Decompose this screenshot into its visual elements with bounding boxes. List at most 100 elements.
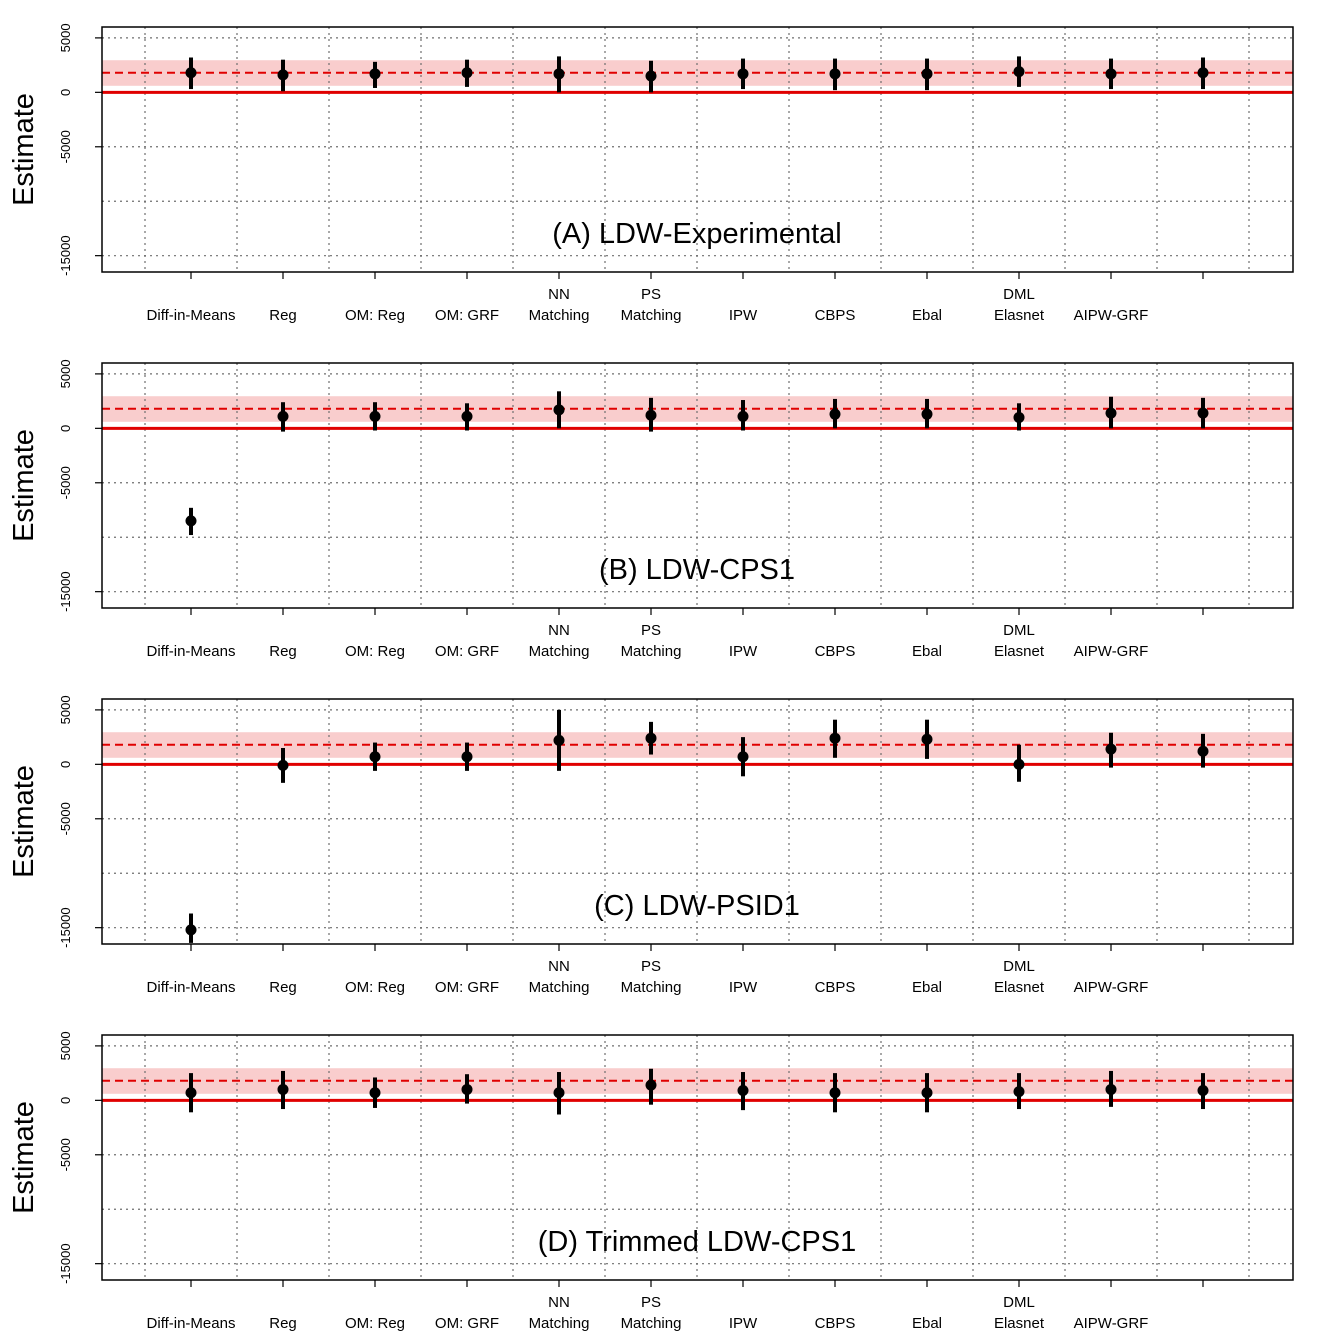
y-tick-label: -5000 [58, 466, 73, 499]
y-tick-label: 5000 [58, 1031, 73, 1060]
x-tick-label: Elasnet [994, 643, 1045, 660]
panel-title: (D) Trimmed LDW-CPS1 [538, 1226, 857, 1258]
x-tick-label: OM: Reg [345, 979, 405, 996]
estimate-point [737, 68, 749, 80]
estimate-point [553, 404, 565, 416]
estimate-point [645, 732, 657, 744]
y-axis-title: Estimate [8, 1101, 40, 1214]
panel-4: 5000 0 -5000 -15000 Estimate Diff-in-Means Reg… [8, 1031, 1294, 1332]
x-tick-label: AIPW-GRF [1074, 979, 1149, 996]
x-tick-label: Matching [529, 307, 590, 324]
x-tick-label: Matching [621, 979, 682, 996]
plot-frame [101, 1034, 1294, 1281]
x-tick-label-line1: PS [641, 958, 661, 975]
x-tick-label: Reg [269, 643, 297, 660]
x-tick-label-line1: DML [1003, 1294, 1035, 1311]
x-tick-label-line1: PS [641, 286, 661, 303]
plot-frame [101, 362, 1294, 609]
x-tick-label: Matching [529, 1315, 590, 1332]
estimate-point [277, 1083, 289, 1095]
x-tick-label: Matching [621, 307, 682, 324]
estimate-point [185, 1087, 197, 1099]
x-tick-label: Ebal [912, 979, 942, 996]
x-tick-label-line1: NN [548, 286, 570, 303]
x-tick-label: Diff-in-Means [147, 979, 236, 996]
estimate-point [553, 68, 565, 80]
estimate-point [185, 515, 197, 527]
x-tick-label: Diff-in-Means [147, 307, 236, 324]
x-tick-label: Matching [621, 1315, 682, 1332]
x-tick-label: Elasnet [994, 1315, 1045, 1332]
estimate-point [461, 410, 473, 422]
x-tick-label: Ebal [912, 1315, 942, 1332]
x-tick-label: IPW [729, 643, 758, 660]
estimate-point [185, 924, 197, 936]
estimate-point [921, 68, 933, 80]
estimate-point [1197, 67, 1209, 79]
y-axis-title: Estimate [8, 93, 40, 206]
plot-area [102, 27, 1293, 272]
x-tick-label-line1: DML [1003, 622, 1035, 639]
estimate-point [921, 733, 933, 745]
plot-frame [101, 698, 1294, 945]
x-tick-label: OM: Reg [345, 1315, 405, 1332]
y-tick-label: 5000 [58, 23, 73, 52]
x-tick-label: OM: Reg [345, 643, 405, 660]
y-tick-label: 0 [58, 761, 73, 768]
x-tick-label: Ebal [912, 643, 942, 660]
x-tick-label-line1: NN [548, 1294, 570, 1311]
x-tick-label-line1: NN [548, 622, 570, 639]
estimate-point [921, 408, 933, 420]
plot-frame [101, 26, 1294, 273]
estimate-point [645, 70, 657, 82]
x-tick-label: Elasnet [994, 979, 1045, 996]
panel-1: 5000 0 -5000 -15000 Estimate Diff-in-Means Reg… [8, 23, 1294, 324]
panel-title: (A) LDW-Experimental [552, 218, 842, 250]
estimate-point [1105, 1083, 1117, 1095]
y-tick-label: -5000 [58, 802, 73, 835]
x-tick-label: Reg [269, 979, 297, 996]
estimate-point [277, 69, 289, 81]
estimate-point [1197, 407, 1209, 419]
panel-2: 5000 0 -5000 -15000 Estimate Diff-in-Means Reg… [8, 359, 1294, 660]
y-tick-label: -5000 [58, 1138, 73, 1171]
x-tick-label: AIPW-GRF [1074, 643, 1149, 660]
estimate-point [461, 751, 473, 763]
y-tick-label: -15000 [58, 1243, 73, 1283]
x-tick-label: CBPS [815, 979, 856, 996]
estimate-point [1197, 1085, 1209, 1097]
estimate-point [553, 1087, 565, 1099]
estimate-point [369, 410, 381, 422]
estimate-point [1105, 68, 1117, 80]
estimate-point [1197, 745, 1209, 757]
estimate-point [461, 67, 473, 79]
estimate-point [369, 751, 381, 763]
estimate-point [1013, 411, 1025, 423]
plot-area [102, 363, 1293, 608]
estimate-point [1013, 66, 1025, 78]
x-tick-label: Diff-in-Means [147, 643, 236, 660]
plot-area [102, 699, 1293, 944]
estimate-point [185, 67, 197, 79]
x-tick-label: OM: GRF [435, 307, 499, 324]
x-tick-label: OM: GRF [435, 979, 499, 996]
x-tick-label: Reg [269, 307, 297, 324]
x-tick-label-line1: DML [1003, 958, 1035, 975]
y-tick-label: 0 [58, 89, 73, 96]
x-tick-label-line1: NN [548, 958, 570, 975]
estimate-point [277, 410, 289, 422]
estimate-point [1013, 1086, 1025, 1098]
estimate-point [277, 759, 289, 771]
estimate-point [921, 1087, 933, 1099]
x-tick-label-line1: PS [641, 1294, 661, 1311]
estimate-point [737, 1085, 749, 1097]
estimate-point [1105, 743, 1117, 755]
x-tick-label: OM: GRF [435, 1315, 499, 1332]
estimate-point [829, 1087, 841, 1099]
x-tick-label: IPW [729, 307, 758, 324]
estimate-point [1105, 407, 1117, 419]
y-axis-title: Estimate [8, 765, 40, 878]
panel-title: (B) LDW-CPS1 [599, 554, 795, 586]
x-tick-label: AIPW-GRF [1074, 307, 1149, 324]
